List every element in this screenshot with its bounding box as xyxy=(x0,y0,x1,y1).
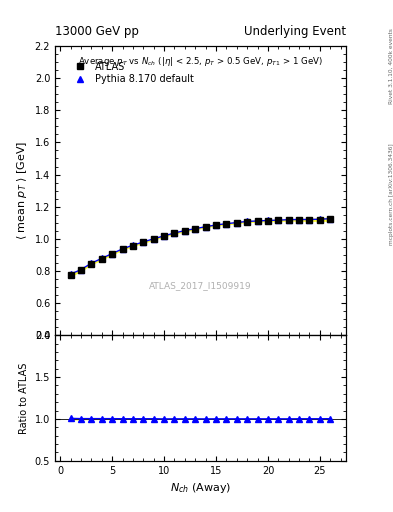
ATLAS xyxy=(245,219,250,225)
Pythia 8.170 default xyxy=(276,217,281,223)
Y-axis label: Ratio to ATLAS: Ratio to ATLAS xyxy=(19,362,29,434)
Pythia 8.170 default xyxy=(328,216,332,222)
ATLAS xyxy=(130,243,135,249)
Pythia 8.170 default xyxy=(266,218,270,224)
ATLAS xyxy=(307,217,312,223)
ATLAS xyxy=(79,267,83,273)
ATLAS xyxy=(120,246,125,252)
Line: Pythia 8.170 default: Pythia 8.170 default xyxy=(68,216,333,277)
ATLAS xyxy=(328,216,332,222)
ATLAS xyxy=(141,239,146,245)
Pythia 8.170 default xyxy=(68,271,73,277)
ATLAS xyxy=(89,261,94,267)
Pythia 8.170 default xyxy=(130,242,135,248)
Pythia 8.170 default xyxy=(193,226,198,232)
ATLAS xyxy=(224,221,229,227)
Line: ATLAS: ATLAS xyxy=(68,216,333,278)
Pythia 8.170 default xyxy=(120,246,125,252)
Text: 13000 GeV pp: 13000 GeV pp xyxy=(55,26,139,38)
Legend: ATLAS, Pythia 8.170 default: ATLAS, Pythia 8.170 default xyxy=(69,59,196,87)
Pythia 8.170 default xyxy=(234,220,239,226)
ATLAS xyxy=(203,224,208,230)
ATLAS xyxy=(99,256,104,262)
Y-axis label: $\langle$ mean $p_T$ $\rangle$ [GeV]: $\langle$ mean $p_T$ $\rangle$ [GeV] xyxy=(15,141,29,240)
ATLAS xyxy=(68,272,73,278)
Pythia 8.170 default xyxy=(307,217,312,223)
Text: Underlying Event: Underlying Event xyxy=(244,26,346,38)
Pythia 8.170 default xyxy=(286,217,291,223)
ATLAS xyxy=(297,217,301,223)
Pythia 8.170 default xyxy=(151,236,156,242)
Pythia 8.170 default xyxy=(203,224,208,230)
ATLAS xyxy=(172,230,177,236)
ATLAS xyxy=(318,217,322,223)
ATLAS xyxy=(110,251,114,257)
ATLAS xyxy=(151,236,156,242)
Pythia 8.170 default xyxy=(79,267,83,273)
Pythia 8.170 default xyxy=(318,216,322,222)
ATLAS xyxy=(182,228,187,234)
ATLAS xyxy=(234,220,239,226)
Text: ATLAS_2017_I1509919: ATLAS_2017_I1509919 xyxy=(149,282,252,290)
Pythia 8.170 default xyxy=(162,233,167,239)
ATLAS xyxy=(214,222,219,228)
X-axis label: $N_{ch}$ (Away): $N_{ch}$ (Away) xyxy=(170,481,231,495)
Pythia 8.170 default xyxy=(89,260,94,266)
ATLAS xyxy=(276,217,281,223)
Pythia 8.170 default xyxy=(297,217,301,223)
Text: Average $p_T$ vs $N_{ch}$ ($|\eta|$ < 2.5, $p_T$ > 0.5 GeV, $p_{T1}$ > 1 GeV): Average $p_T$ vs $N_{ch}$ ($|\eta|$ < 2.… xyxy=(78,55,323,68)
Pythia 8.170 default xyxy=(99,255,104,262)
Pythia 8.170 default xyxy=(172,230,177,236)
Pythia 8.170 default xyxy=(224,221,229,227)
Pythia 8.170 default xyxy=(245,218,250,224)
Pythia 8.170 default xyxy=(110,250,114,257)
ATLAS xyxy=(162,233,167,239)
Pythia 8.170 default xyxy=(182,227,187,233)
Text: Rivet 3.1.10, 400k events: Rivet 3.1.10, 400k events xyxy=(389,29,393,104)
Pythia 8.170 default xyxy=(214,222,219,228)
Text: mcplots.cern.ch [arXiv:1306.3436]: mcplots.cern.ch [arXiv:1306.3436] xyxy=(389,144,393,245)
ATLAS xyxy=(193,226,198,232)
Pythia 8.170 default xyxy=(255,218,260,224)
ATLAS xyxy=(266,218,270,224)
Pythia 8.170 default xyxy=(141,239,146,245)
ATLAS xyxy=(286,217,291,223)
ATLAS xyxy=(255,218,260,224)
